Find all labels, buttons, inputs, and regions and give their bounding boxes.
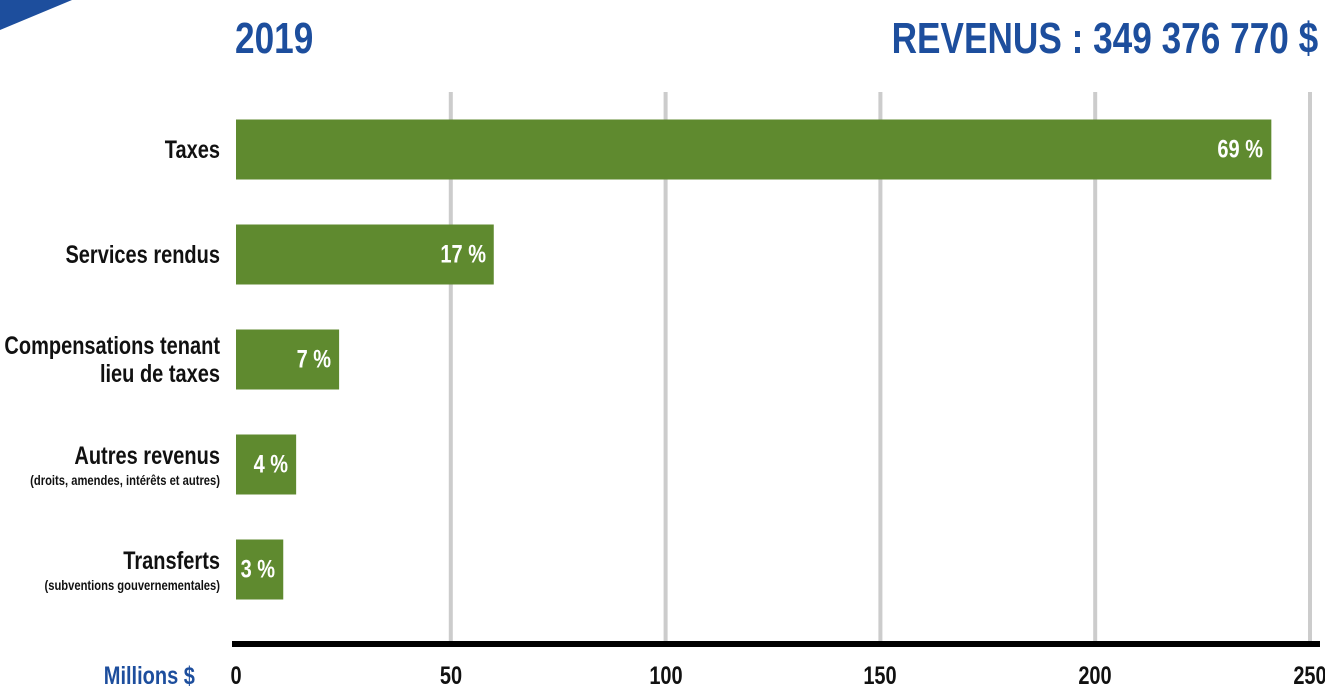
bar [236,434,297,495]
category-label: Autres revenus [74,441,220,470]
chart-title: 2019 [235,14,314,63]
category-label-group: Autres revenus (droits, amendes, intérêts… [0,410,220,520]
x-tick-label: 200 [1078,662,1112,690]
x-tick-label: 100 [648,662,683,690]
category-label-group: Taxes [0,95,220,205]
x-tick-label: 50 [439,662,462,690]
bar-value-label: 4 % [253,450,289,478]
bar-value-label: 17 % [440,240,486,268]
category-label: Compensations tenant lieu de taxes [4,331,220,388]
bar-value-label: 69 % [1217,135,1264,163]
bar [236,119,1272,180]
category-label: Taxes [164,135,220,164]
bar-value-label: 3 % [240,555,276,583]
category-note: (subventions gouvernementales) [44,576,220,593]
x-tick-label: 150 [863,662,898,690]
x-tick-label: 250 [1293,662,1325,690]
x-axis-label: Millions $ [103,662,195,690]
bar-value-label: 7 % [296,345,332,373]
category-label-group: Transferts (subventions gouvernementales) [0,515,220,625]
category-label-group: Compensations tenant lieu de taxes [0,305,220,415]
category-label-group: Services rendus [0,200,220,310]
category-label: Transferts [123,546,220,575]
x-tick-label: 0 [230,662,242,690]
chart-subtitle: REVENUS : 349 376 770 $ [891,14,1318,63]
corner-decoration [0,0,72,30]
category-label: Services rendus [65,240,221,269]
category-note: (droits, amendes, intérêts et autres) [30,471,220,488]
bar [236,329,340,390]
bar [236,539,284,600]
bar [236,224,494,285]
